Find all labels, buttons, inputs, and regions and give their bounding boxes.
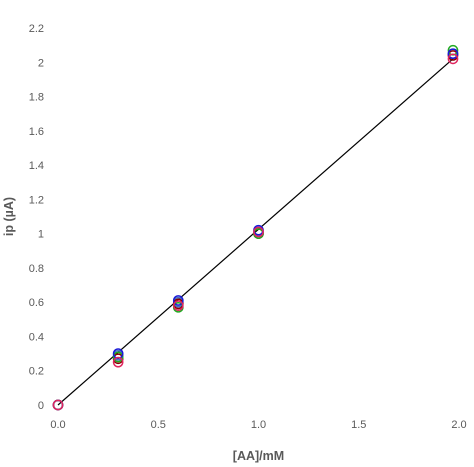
data-point [172, 300, 184, 311]
x-axis-title: [AA]/mM [233, 449, 284, 463]
data-point [172, 295, 184, 306]
y-tick-label: 1 [38, 229, 44, 241]
data-point [112, 351, 124, 363]
trendline [57, 58, 454, 406]
series-5 [52, 53, 459, 411]
data-points [52, 44, 459, 411]
y-tick-label: 0.8 [29, 263, 44, 275]
y-axis-title: ip (µA) [2, 197, 16, 236]
y-tick-label: 0 [38, 400, 44, 412]
y-tick-label: 2 [38, 57, 44, 69]
y-tick-labels: 0 0.2 0.4 0.6 0.8 1 1.2 1.4 1.6 1.8 2 2.2 [29, 23, 44, 412]
y-tick-label: 1.2 [29, 194, 44, 206]
data-point [112, 356, 124, 368]
y-tick-label: 1.4 [29, 160, 44, 172]
y-tick-label: 0.2 [29, 366, 44, 378]
x-tick-label: 0.5 [151, 419, 166, 431]
y-tick-label: 1.8 [29, 92, 44, 104]
y-tick-label: 1.6 [29, 126, 44, 138]
data-point [447, 48, 459, 60]
data-point [447, 53, 459, 65]
y-tick-label: 0.6 [29, 297, 44, 309]
trendline-group [57, 58, 454, 406]
x-tick-label: 1.0 [251, 419, 266, 431]
x-tick-label: 1.5 [351, 419, 366, 431]
y-tick-label: 2.2 [29, 23, 44, 35]
data-point [52, 399, 64, 411]
y-tick-label: 0.4 [29, 331, 44, 343]
data-point [253, 226, 264, 238]
x-tick-labels: 0.0 0.5 1.0 1.5 2.0 [50, 419, 466, 431]
x-tick-label: 0.0 [50, 419, 65, 431]
x-tick-label: 2.0 [451, 419, 466, 431]
